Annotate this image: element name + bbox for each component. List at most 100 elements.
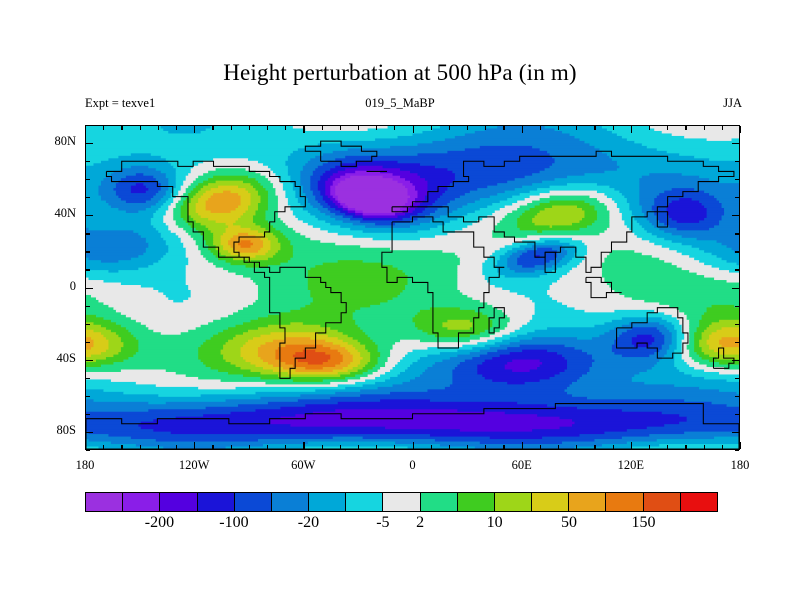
x-tick: [521, 126, 523, 133]
x-tick: [194, 126, 196, 133]
y-tick: [732, 359, 739, 361]
y-tick: [732, 431, 739, 434]
colorbar-tick-label: -100: [219, 514, 249, 531]
colorbar-segment[interactable]: [680, 493, 717, 511]
colorbar-segment[interactable]: [420, 493, 458, 511]
y-tick: [86, 269, 90, 271]
coastline-8: [585, 276, 622, 299]
coastline-9: [712, 347, 735, 369]
x-tick: [303, 442, 305, 449]
x-tick: [558, 445, 560, 449]
x-tick: [594, 126, 596, 130]
x-tick: [321, 445, 323, 449]
y-tick: [86, 431, 93, 434]
colorbar-segment[interactable]: [123, 493, 161, 511]
y-tick: [86, 251, 90, 253]
x-tick: [285, 126, 287, 130]
y-tick: [735, 251, 739, 253]
colorbar-tick-label: -5: [376, 514, 390, 531]
season-label: JJA: [723, 96, 742, 110]
y-tick-label: 0: [69, 278, 76, 293]
colorbar-segment[interactable]: [271, 493, 310, 511]
x-tick: [576, 445, 578, 449]
x-tick: [303, 126, 305, 133]
x-tick: [649, 445, 651, 449]
x-tick: [157, 445, 159, 449]
y-tick: [732, 215, 739, 217]
colorbar-segment[interactable]: [160, 493, 198, 511]
colorbar-segment[interactable]: [309, 493, 347, 511]
y-tick: [735, 413, 739, 416]
x-tick: [503, 445, 505, 449]
x-tick: [703, 445, 705, 449]
x-tick: [721, 126, 723, 130]
colorbar-segment[interactable]: [606, 493, 644, 511]
x-tick: [394, 445, 396, 449]
y-tick: [86, 125, 90, 127]
y-tick: [86, 450, 90, 452]
y-tick: [86, 143, 93, 145]
x-tick: [266, 445, 269, 449]
colorbar-segment[interactable]: [532, 493, 570, 511]
colorbar[interactable]: [85, 492, 718, 512]
x-tick-label: 60W: [291, 458, 316, 472]
colorbar-segment[interactable]: [197, 493, 235, 511]
y-tick: [86, 341, 90, 343]
coastline-3: [616, 307, 689, 359]
y-tick: [735, 341, 739, 343]
x-tick-label: 180: [730, 458, 750, 472]
x-tick: [612, 126, 614, 130]
colorbar-segment[interactable]: [86, 493, 124, 511]
x-tick: [485, 126, 487, 130]
y-tick: [86, 359, 93, 361]
coastline-7: [656, 211, 669, 228]
y-tick: [735, 197, 739, 199]
x-tick: [667, 126, 669, 130]
coastline-10: [488, 307, 505, 334]
colorbar-segment[interactable]: [234, 493, 272, 511]
x-tick: [430, 126, 432, 130]
y-tick: [86, 179, 90, 181]
x-tick: [357, 126, 360, 130]
x-tick: [467, 126, 469, 130]
x-tick: [230, 126, 232, 130]
y-tick: [735, 323, 739, 325]
y-tick: [732, 143, 739, 145]
colorbar-segment[interactable]: [457, 493, 495, 511]
map-contour-canvas: [86, 126, 739, 449]
colorbar-tick-label: -200: [144, 514, 175, 531]
y-tick: [735, 179, 739, 181]
x-tick: [594, 445, 596, 449]
x-tick: [85, 442, 87, 449]
y-tick: [735, 377, 739, 379]
x-tick-label: 60E: [511, 458, 532, 472]
x-tick: [212, 445, 214, 449]
page-title: Height perturbation at 500 hPa (in m): [223, 60, 577, 85]
x-tick: [339, 445, 341, 449]
colorbar-segment[interactable]: [494, 493, 533, 511]
colorbar-segment[interactable]: [346, 493, 384, 511]
colorbar-tick-label: 10: [486, 514, 503, 531]
x-tick: [412, 126, 414, 133]
x-tick: [212, 126, 214, 130]
x-tick: [430, 445, 432, 449]
x-tick: [685, 445, 687, 449]
x-tick: [703, 126, 705, 130]
coastline-1: [381, 216, 505, 349]
y-tick: [86, 377, 90, 379]
y-tick: [735, 161, 739, 163]
colorbar-segment[interactable]: [569, 493, 607, 511]
y-tick-label: 80N: [54, 134, 76, 149]
x-tick-label: 0: [409, 458, 416, 472]
x-tick-label: 120E: [617, 458, 645, 472]
coastline-5: [304, 140, 378, 167]
colorbar-segment[interactable]: [383, 493, 421, 511]
map-plot-area[interactable]: [85, 125, 740, 450]
colorbar-segment[interactable]: [643, 493, 681, 511]
y-tick-label: 40S: [56, 350, 76, 365]
x-tick: [667, 445, 669, 449]
x-tick: [157, 126, 159, 130]
x-tick: [685, 126, 687, 130]
y-tick: [86, 197, 90, 199]
x-tick: [630, 442, 633, 449]
